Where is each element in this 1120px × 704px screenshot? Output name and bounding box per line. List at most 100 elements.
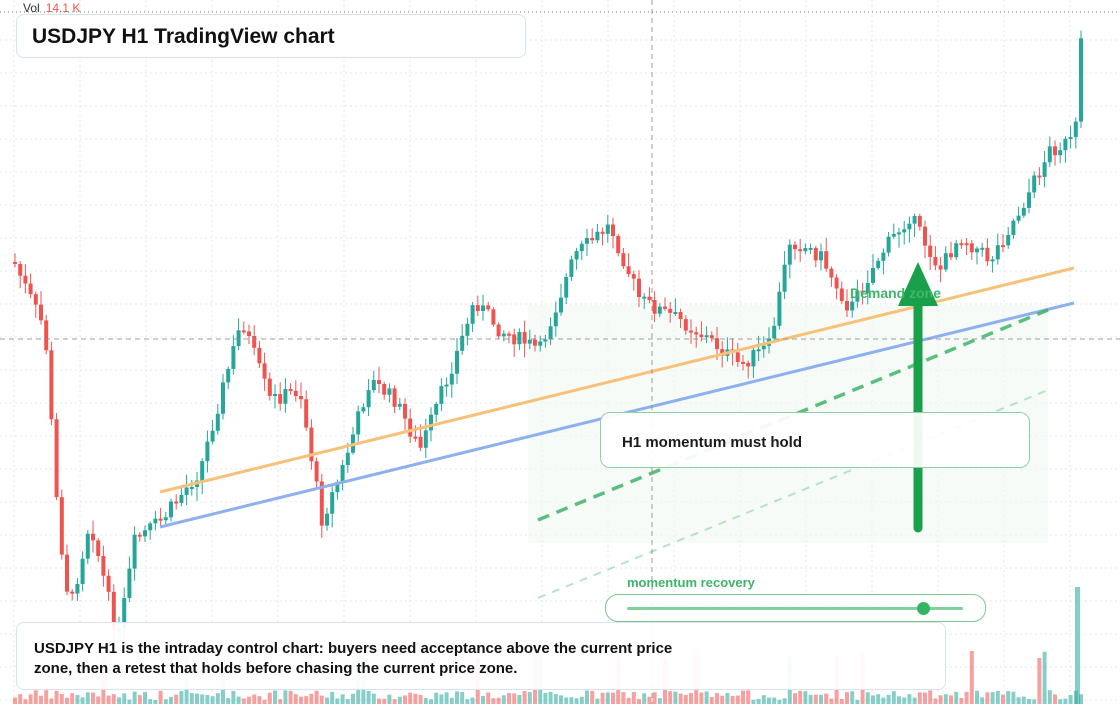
volume-bar <box>782 698 787 704</box>
volume-bar <box>522 691 527 704</box>
candle-body <box>184 487 189 495</box>
candle-body <box>210 430 215 442</box>
candle-body <box>278 394 283 404</box>
candle-body <box>777 291 782 326</box>
candle-body <box>829 268 834 278</box>
volume-bar <box>85 692 90 704</box>
candle-body <box>1063 138 1068 151</box>
candle-body <box>403 403 407 419</box>
candle-body <box>330 492 335 514</box>
volume-bar <box>1058 699 1063 704</box>
volume-bar <box>611 692 615 704</box>
candle-body <box>585 237 589 244</box>
candle-body <box>1073 121 1078 138</box>
volume-bar <box>340 694 345 704</box>
volume-bar <box>600 692 605 704</box>
volume-bar <box>70 693 75 704</box>
volume-bar <box>954 691 959 704</box>
volume-bar <box>917 692 922 704</box>
volume-bar <box>127 699 132 704</box>
candle-body <box>132 534 137 569</box>
volume-bar <box>486 692 491 704</box>
volume-bar <box>319 695 324 704</box>
candle-body <box>137 534 142 537</box>
volume-bar <box>387 694 392 704</box>
volume-bar <box>933 698 938 704</box>
candle-body <box>626 266 631 275</box>
candle-body <box>709 335 714 339</box>
candle-body <box>720 349 725 356</box>
candle-body <box>439 386 444 404</box>
volume-bar <box>241 698 246 704</box>
candle-body <box>418 436 423 448</box>
volume-bar <box>371 693 376 704</box>
slider-track[interactable] <box>627 607 963 610</box>
candle-body <box>678 312 683 320</box>
volume-bar <box>1037 657 1042 704</box>
volume-bar <box>902 697 907 704</box>
candle-body <box>1006 234 1011 246</box>
candle-body <box>507 333 511 336</box>
candle-body <box>543 339 548 342</box>
candle-body <box>387 388 392 395</box>
volume-bar <box>65 697 69 704</box>
candle-body <box>54 419 59 498</box>
candle-body <box>361 407 366 412</box>
volume-bar <box>527 692 532 704</box>
candle-body <box>59 497 64 555</box>
volume-bar <box>969 651 974 704</box>
volume-bar <box>413 693 418 704</box>
candle-body <box>912 215 917 224</box>
volume-bar <box>1053 694 1057 704</box>
volume-bar <box>54 690 59 704</box>
volume-bar <box>949 695 953 704</box>
volume-bar <box>569 697 574 704</box>
volume-bar <box>496 697 501 704</box>
candle-body <box>975 248 979 253</box>
volume-bar <box>512 693 517 704</box>
volume-bar <box>579 696 584 704</box>
candle-body <box>808 247 813 250</box>
candle-body <box>382 383 387 395</box>
candle-body <box>533 339 537 346</box>
candle-body <box>460 335 465 351</box>
candle-body <box>860 290 865 293</box>
volume-bar <box>657 698 662 704</box>
volume-bar <box>262 699 267 704</box>
candle-body <box>917 215 922 227</box>
candle-body <box>481 305 485 312</box>
candle-body <box>91 533 95 541</box>
volume-bar <box>434 692 439 704</box>
volume-bar <box>122 693 127 704</box>
candle-body <box>169 501 173 518</box>
slider-thumb[interactable] <box>916 602 930 615</box>
candle-body <box>455 350 459 374</box>
candle-body <box>340 465 345 483</box>
volume-bar <box>288 690 293 704</box>
volume-bar <box>148 699 153 704</box>
volume-bar <box>382 698 387 704</box>
volume-bar <box>200 694 205 704</box>
volume-bar <box>163 699 168 704</box>
volume-bar <box>96 696 101 704</box>
light-green-dashed-projection <box>537 389 1049 599</box>
volume-bar <box>819 694 823 704</box>
momentum-slider[interactable] <box>605 594 986 622</box>
volume-bar <box>642 693 647 704</box>
slider-label: momentum recovery <box>627 575 755 590</box>
candle-body <box>590 237 595 241</box>
volume-bar <box>351 693 355 704</box>
candle-body <box>366 390 371 408</box>
volume-bar <box>392 699 397 704</box>
volume-bar <box>923 692 927 704</box>
volume-bar <box>1011 691 1016 704</box>
candle-body <box>637 278 641 298</box>
candle-body <box>704 335 709 338</box>
volume-bar <box>377 698 381 704</box>
candle-body <box>834 277 839 289</box>
candle-body <box>65 554 69 592</box>
volume-bar <box>813 694 818 704</box>
volume-bar <box>995 690 1000 704</box>
candle-body <box>761 345 766 350</box>
volume-bar <box>174 694 179 704</box>
